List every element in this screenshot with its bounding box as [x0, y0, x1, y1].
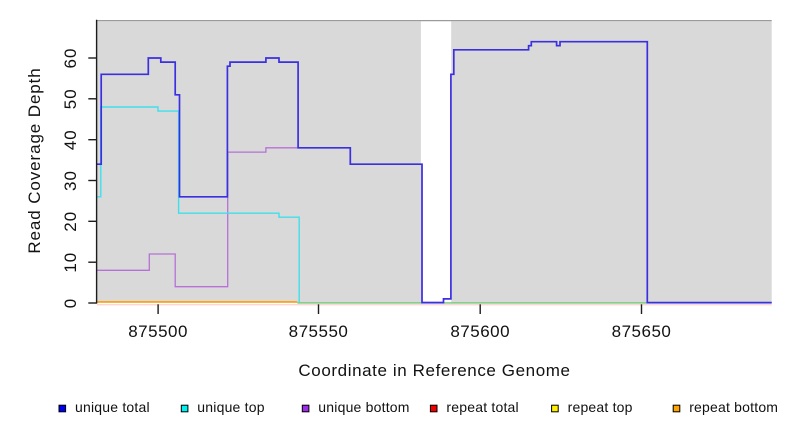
svg-text:20: 20 [61, 211, 80, 232]
svg-text:875650: 875650 [612, 322, 672, 341]
svg-text:repeat total: repeat total [446, 399, 518, 415]
svg-text:Coordinate in Reference Genome: Coordinate in Reference Genome [298, 361, 570, 380]
svg-text:875500: 875500 [128, 322, 188, 341]
svg-text:60: 60 [61, 48, 80, 69]
svg-text:unique bottom: unique bottom [318, 399, 409, 415]
svg-text:40: 40 [61, 129, 80, 150]
svg-text:unique total: unique total [75, 399, 150, 415]
svg-text:30: 30 [61, 170, 80, 191]
svg-text:unique top: unique top [197, 399, 264, 415]
svg-text:repeat bottom: repeat bottom [689, 399, 778, 415]
svg-text:Read Coverage Depth: Read Coverage Depth [25, 67, 44, 253]
svg-text:repeat top: repeat top [568, 399, 633, 415]
svg-text:875600: 875600 [450, 322, 510, 341]
svg-text:10: 10 [61, 252, 80, 273]
svg-text:50: 50 [61, 88, 80, 109]
svg-text:875550: 875550 [289, 322, 349, 341]
svg-text:0: 0 [61, 298, 80, 308]
